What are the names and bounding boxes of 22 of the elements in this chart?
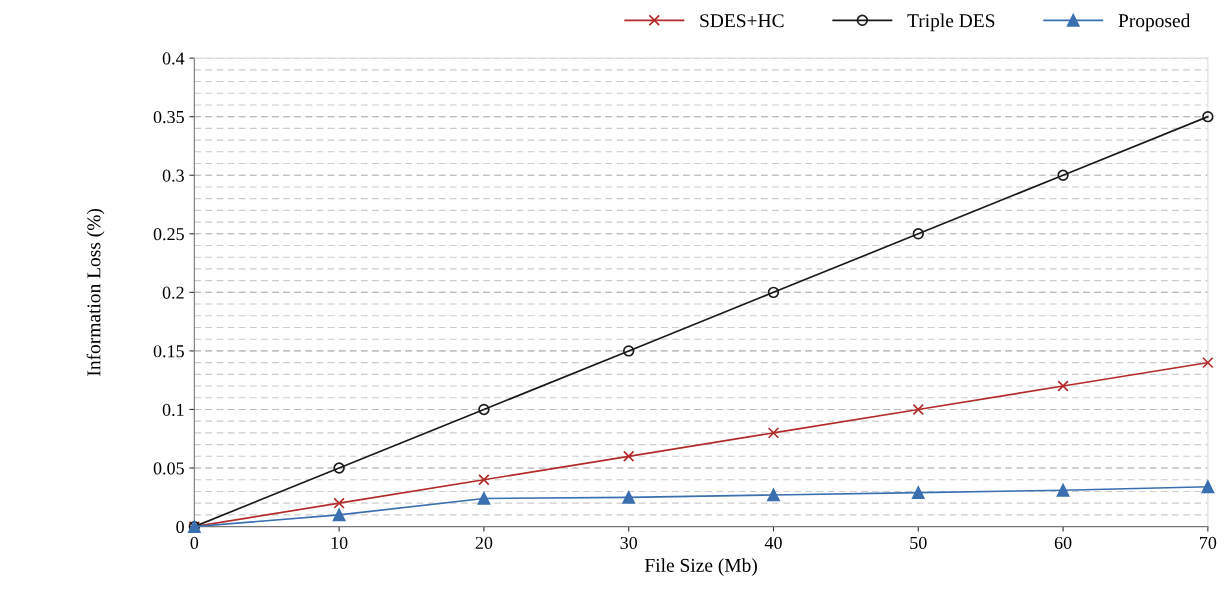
- y-tick-label: 0.05: [153, 462, 184, 475]
- x-tick-label: 70: [1200, 536, 1217, 550]
- y-tick-label: 0.3: [162, 169, 184, 182]
- y-tick-label: 0.35: [153, 110, 184, 124]
- y-tick-label: 0.25: [153, 228, 184, 241]
- y-tick-label: 0.1: [162, 403, 184, 416]
- x-tick-label: 0: [190, 536, 199, 550]
- legend-label: Triple DES: [907, 13, 995, 32]
- x-tick-label: 40: [764, 536, 782, 550]
- x-tick-label: 20: [475, 536, 493, 550]
- legend-label: SDES+HC: [700, 14, 784, 28]
- y-tick-label: 0.2: [162, 286, 184, 299]
- x-axis-title: File Size (Mb): [644, 558, 757, 576]
- x-tick-label: 60: [1054, 536, 1072, 550]
- y-tick-label: 0.15: [153, 345, 184, 358]
- y-tick-label: 0: [176, 520, 184, 534]
- y-axis-title: Information Loss (%): [86, 208, 105, 376]
- x-tick-label: 30: [620, 536, 638, 550]
- x-tick-label: 50: [910, 536, 927, 550]
- y-tick-label: 0.4: [162, 52, 185, 65]
- x-tick-label: 10: [331, 536, 348, 550]
- legend-label: Proposed: [1118, 13, 1191, 32]
